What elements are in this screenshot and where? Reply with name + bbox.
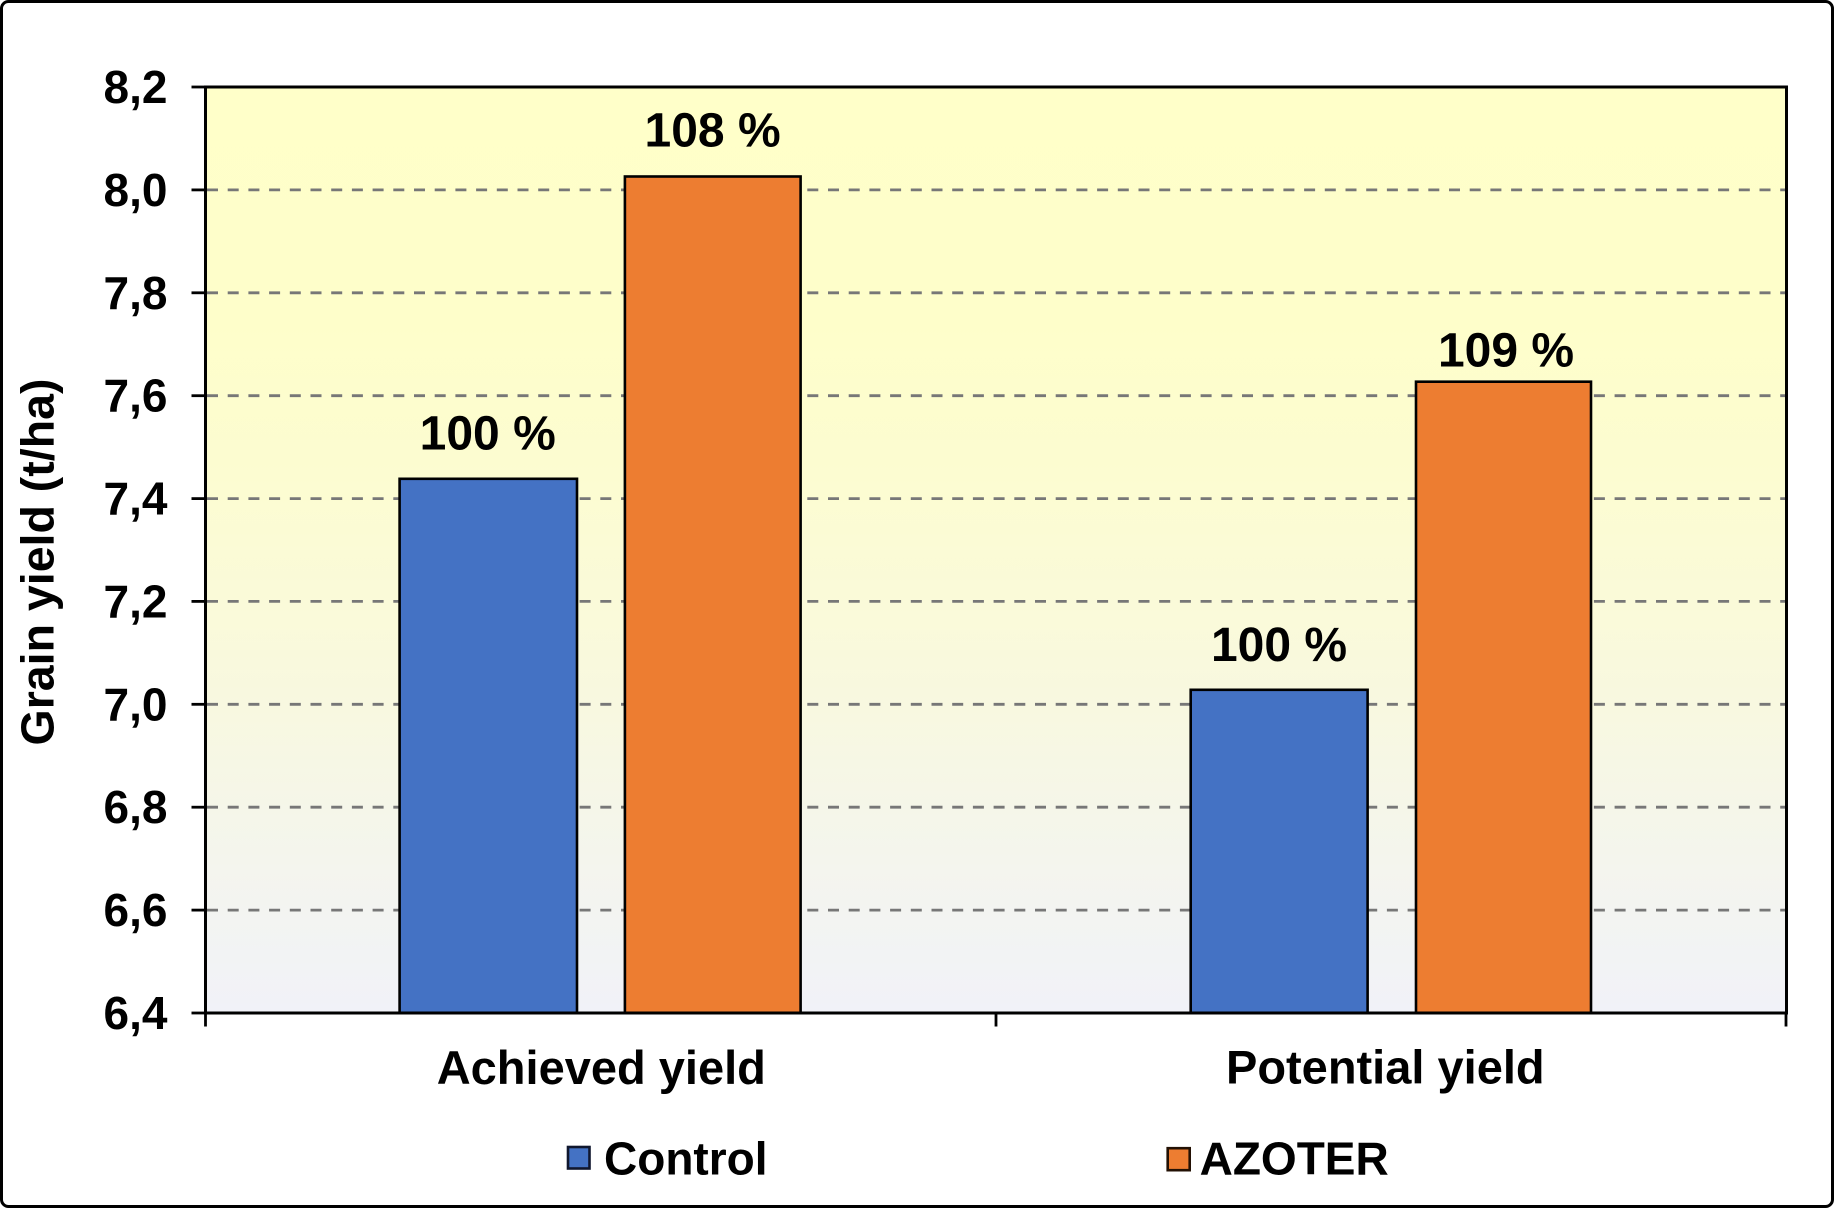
svg-text:7,4: 7,4 [104, 473, 168, 525]
svg-text:100 %: 100 % [420, 408, 556, 461]
svg-text:6,6: 6,6 [104, 884, 168, 936]
svg-text:AZOTER: AZOTER [1200, 1133, 1389, 1185]
svg-text:7,2: 7,2 [104, 575, 168, 627]
svg-text:109 %: 109 % [1438, 324, 1574, 377]
svg-text:100 %: 100 % [1211, 619, 1347, 672]
svg-text:7,0: 7,0 [104, 678, 168, 730]
svg-text:6,8: 6,8 [104, 781, 168, 833]
svg-text:Control: Control [604, 1133, 768, 1185]
svg-text:Grain yield (t/ha): Grain yield (t/ha) [12, 379, 64, 746]
svg-text:6,4: 6,4 [104, 987, 168, 1039]
svg-text:7,6: 7,6 [104, 370, 168, 422]
svg-text:7,8: 7,8 [104, 267, 168, 319]
svg-text:108 %: 108 % [645, 105, 781, 158]
svg-text:8,0: 8,0 [104, 164, 168, 216]
svg-text:Potential yield: Potential yield [1226, 1041, 1545, 1094]
svg-text:Achieved yield: Achieved yield [437, 1041, 766, 1094]
svg-text:8,2: 8,2 [104, 61, 168, 113]
